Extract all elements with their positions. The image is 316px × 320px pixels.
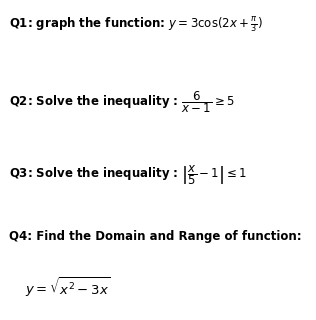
Text: Q2: Solve the inequality : $\dfrac{6}{x-1} \geq 5$: Q2: Solve the inequality : $\dfrac{6}{x-… [9, 90, 235, 115]
Text: Q4: Find the Domain and Range of function:: Q4: Find the Domain and Range of functio… [9, 230, 302, 244]
Text: Q3: Solve the inequality : $\left|\dfrac{x}{5} - 1\right| \leq 1$: Q3: Solve the inequality : $\left|\dfrac… [9, 163, 248, 187]
Text: Q1: graph the function: $y = 3\cos(2x +\frac{\pi}{3})$: Q1: graph the function: $y = 3\cos(2x +\… [9, 16, 264, 35]
Text: $y = \sqrt{x^2 - 3x}$: $y = \sqrt{x^2 - 3x}$ [25, 275, 111, 299]
